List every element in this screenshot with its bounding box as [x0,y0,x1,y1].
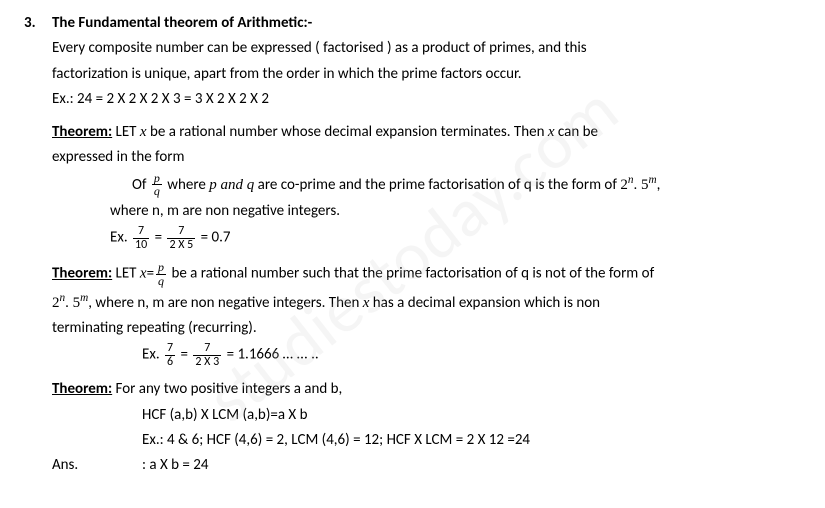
example-label: Ex. [142,346,163,364]
t1-text: where [164,176,209,194]
fraction-7-2x5: 72 X 5 [167,225,195,251]
t3-line2: HCF (a,b) X LCM (a,b)=a X b [142,404,801,427]
equals: = [147,265,154,283]
fraction-p-over-q: pq [156,261,166,287]
t3-line1: For any two positive integers a and b, [112,380,342,398]
fraction-7-2x3: 72 X 3 [193,342,221,368]
t1-text: LET [112,123,140,141]
fraction-7-10: 710 [133,225,149,251]
of-label: Of [132,176,150,194]
comma: , [657,176,661,194]
result: = 1.1666 … ... .. [223,346,319,364]
equals: = [151,229,165,247]
document-body: The Fundamental theorem of Arithmetic:- … [52,12,801,477]
p-and-q: p and q [209,177,254,193]
fraction-p-over-q: pq [152,172,162,198]
var-x: x [140,266,147,282]
theorem-label: Theorem: [52,380,112,398]
example-label: Ex. [110,229,131,247]
intro-line-1: Every composite number can be expressed … [52,37,801,60]
result: = 0.7 [197,229,230,247]
theorem-label: Theorem: [52,123,112,141]
form-2n5m: 2n. 5m [52,295,88,311]
item-number: 3. [24,12,36,35]
intro-example: Ex.: 24 = 2 X 2 X 2 X 3 = 3 X 2 X 2 X 2 [52,88,801,111]
t2-text: be a rational number such that the prime… [168,265,654,283]
theorem-label: Theorem: [52,265,112,283]
t1-text: are co-prime and the prime factorisation… [254,176,620,194]
theorem-3: Theorem: For any two positive integers a… [52,378,801,477]
t1-where: where n, m are non negative integers. [110,200,801,223]
var-x: x [548,124,555,140]
theorem-2: Theorem: LET x=pq be a rational number s… [52,261,801,368]
equals: = [177,346,191,364]
t1-line2: expressed in the form [52,146,801,169]
theorem-1: Theorem: LET x be a rational number whos… [52,121,801,251]
section-title: The Fundamental theorem of Arithmetic:- [52,14,312,32]
form-2n5m: 2n. 5m [620,177,656,193]
t2-line3: terminating repeating (recurring). [52,317,801,340]
var-x: x [140,124,147,140]
answer-text: : a X b = 24 [142,454,209,477]
t1-text: can be [555,123,598,141]
t2-text: LET [112,265,140,283]
t2-text: has a decimal expansion which is non [369,294,600,312]
t3-line3: Ex.: 4 & 6; HCF (4,6) = 2, LCM (4,6) = 1… [142,429,801,452]
t2-text: where n, m are non negative integers. Th… [92,294,363,312]
t1-text: be a rational number whose decimal expan… [147,123,548,141]
answer-label: Ans. [52,454,142,477]
intro-line-2: factorization is unique, apart from the … [52,63,801,86]
fraction-7-6: 76 [165,342,175,368]
